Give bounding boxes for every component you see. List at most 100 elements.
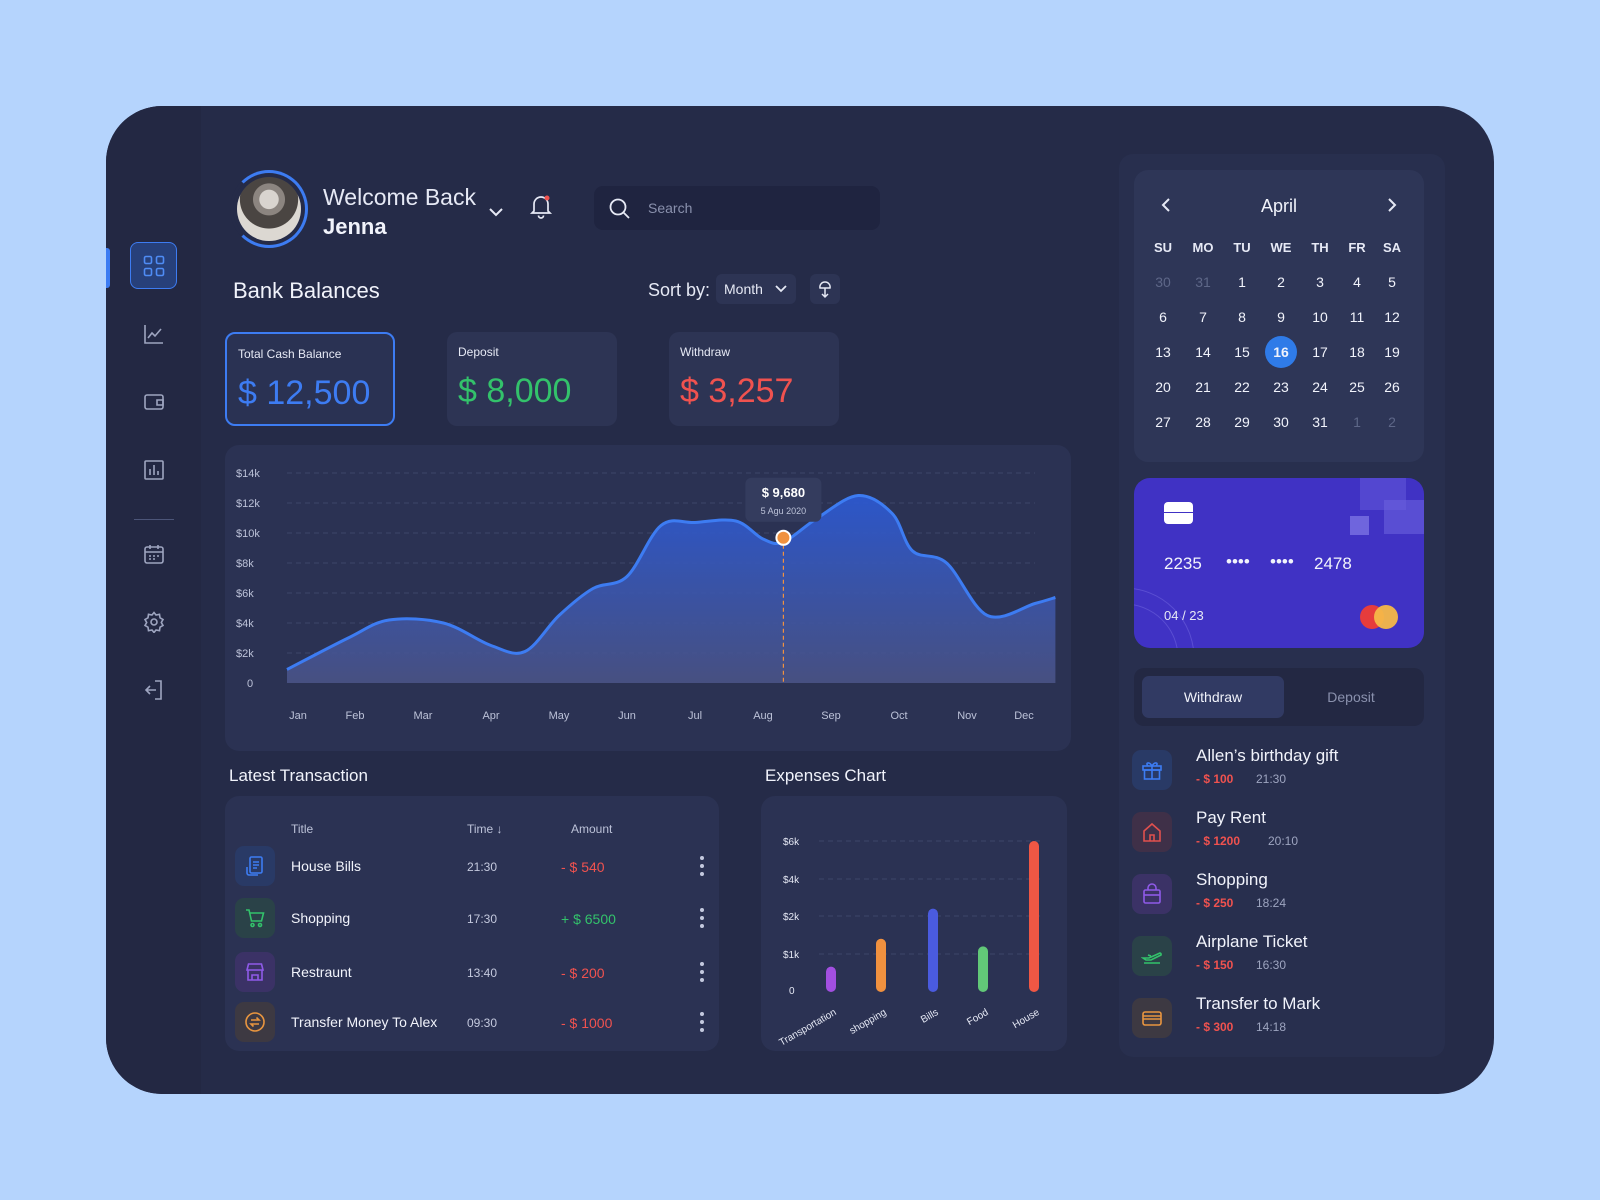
deposit-card[interactable]: Deposit $ 8,000 (447, 332, 617, 426)
chevron-left-icon[interactable] (1160, 197, 1172, 213)
bar[interactable] (978, 946, 988, 992)
calendar-day[interactable]: 22 (1234, 379, 1250, 395)
nav-calendar[interactable] (130, 530, 177, 577)
sort-dropdown[interactable]: Month (716, 274, 796, 304)
calendar-day[interactable]: 5 (1388, 274, 1396, 290)
card-number-part: 2478 (1314, 554, 1352, 573)
calendar-day[interactable]: 1 (1353, 414, 1361, 430)
chevron-right-icon[interactable] (1386, 197, 1398, 213)
tooltip-point[interactable] (775, 529, 792, 546)
calendar: April SU MO TU WE TH FR SA 30 31 1 2 3 4 5 6 7 8 9 10 11 12 1… (1134, 170, 1424, 462)
calendar-day[interactable]: 27 (1155, 414, 1171, 430)
list-item[interactable]: Allen’s birthday gift - $ 100 21:30 (1132, 746, 1432, 796)
calendar-day[interactable]: 10 (1312, 309, 1328, 325)
sort-download-icon (819, 281, 831, 299)
list-item[interactable]: Shopping - $ 250 18:24 (1132, 870, 1432, 920)
card-icon (1142, 1011, 1162, 1026)
sort-label: Sort by: (648, 280, 711, 300)
calendar-month: April (1260, 196, 1297, 216)
table-row[interactable]: House Bills 21:30 - $ 540 (225, 842, 719, 892)
calendar-day[interactable]: 28 (1195, 414, 1211, 430)
expenses-bar-chart: $6k $4k $2k $1k 0 Transportation shopping Bills… (777, 837, 1043, 1049)
series-line[interactable] (286, 493, 1056, 671)
calendar-day[interactable]: 7 (1199, 309, 1207, 325)
x-tick-label: Jul (688, 710, 702, 722)
nav-dashboard[interactable] (130, 242, 177, 289)
calendar-day[interactable]: 16 (1265, 336, 1297, 368)
total-balance-card[interactable]: Total Cash Balance $ 12,500 (225, 332, 395, 426)
tab-deposit[interactable]: Deposit (1327, 689, 1375, 705)
calendar-day[interactable]: 1 (1238, 274, 1246, 290)
history-amount: - $ 150 (1196, 958, 1234, 972)
calendar-day[interactable]: 30 (1273, 414, 1289, 430)
calendar-day[interactable]: 21 (1195, 379, 1211, 395)
calendar-day[interactable]: 11 (1349, 309, 1365, 325)
nav-reports[interactable] (130, 446, 177, 493)
transactions-title: Latest Transaction (229, 766, 368, 785)
history-title: Shopping (1196, 870, 1268, 889)
calendar-day[interactable]: 14 (1195, 344, 1211, 360)
calendar-day[interactable]: 25 (1349, 379, 1365, 395)
list-item[interactable]: Airplane Ticket - $ 150 16:30 (1132, 932, 1432, 982)
calendar-day[interactable]: 3 (1316, 274, 1324, 290)
calendar-day[interactable]: 12 (1384, 309, 1400, 325)
calendar-day[interactable]: 6 (1159, 309, 1167, 325)
bar[interactable] (928, 908, 938, 992)
calendar-day[interactable]: 23 (1273, 379, 1289, 395)
calendar-day[interactable]: 18 (1349, 344, 1365, 360)
calendar-day[interactable]: 31 (1312, 414, 1328, 430)
nav-settings[interactable] (130, 598, 177, 645)
bar[interactable] (1029, 841, 1039, 992)
sort-order-button[interactable] (810, 274, 840, 304)
y-tick-label: $4k (783, 875, 800, 886)
tab-withdraw[interactable]: Withdraw (1142, 676, 1284, 718)
weekday-label: SA (1382, 240, 1402, 255)
y-tick-label: $2k (783, 912, 800, 923)
avatar[interactable] (237, 177, 301, 241)
more-options-icon[interactable] (699, 856, 705, 876)
search-input[interactable]: Search (594, 186, 880, 230)
column-header-time[interactable]: Time ↓ (467, 822, 503, 836)
more-options-icon[interactable] (699, 908, 705, 928)
calendar-day[interactable]: 24 (1312, 379, 1328, 395)
table-row[interactable]: Transfer Money To Alex 09:30 - $ 1000 (225, 998, 719, 1048)
nav-wallet[interactable] (130, 378, 177, 425)
bell-icon[interactable] (529, 193, 553, 219)
y-tick-label: $14k (236, 468, 260, 480)
y-tick-label: $4k (236, 618, 254, 630)
bar[interactable] (826, 966, 836, 992)
calendar-day[interactable]: 8 (1238, 309, 1246, 325)
table-row[interactable]: Restraunt 13:40 - $ 200 (225, 948, 719, 998)
withdraw-card[interactable]: Withdraw $ 3,257 (669, 332, 839, 426)
list-item[interactable]: Pay Rent - $ 1200 20:10 (1132, 808, 1432, 858)
welcome-text: Welcome Back (323, 184, 476, 210)
card-expiry: 04 / 23 (1164, 608, 1204, 623)
card-number-part: •••• (1270, 552, 1294, 571)
bar[interactable] (876, 938, 886, 992)
nav-analytics[interactable] (130, 310, 177, 357)
airplane-icon (1141, 952, 1162, 964)
calendar-day[interactable]: 20 (1155, 379, 1171, 395)
calendar-day[interactable]: 30 (1155, 274, 1171, 290)
avatar-ring (230, 170, 308, 248)
more-options-icon[interactable] (699, 1012, 705, 1032)
list-item[interactable]: Transfer to Mark - $ 300 14:18 (1132, 994, 1432, 1044)
calendar-day[interactable]: 17 (1312, 344, 1328, 360)
y-tick-label: $2k (236, 648, 254, 660)
table-row[interactable]: Shopping 17:30 + $ 6500 (225, 894, 719, 944)
calendar-day[interactable]: 9 (1277, 309, 1285, 325)
calendar-day[interactable]: 15 (1234, 344, 1250, 360)
calendar-day[interactable]: 29 (1234, 414, 1250, 430)
history-icon-box (1132, 750, 1172, 790)
credit-card[interactable]: 2235 •••• •••• 2478 04 / 23 (1134, 478, 1424, 648)
calendar-day[interactable]: 4 (1353, 274, 1361, 290)
nav-logout[interactable] (130, 666, 177, 713)
more-options-icon[interactable] (699, 962, 705, 982)
calendar-day[interactable]: 26 (1384, 379, 1400, 395)
calendar-day[interactable]: 13 (1155, 344, 1171, 360)
calendar-day[interactable]: 31 (1195, 274, 1211, 290)
calendar-day[interactable]: 2 (1277, 274, 1285, 290)
calendar-day[interactable]: 19 (1384, 344, 1400, 360)
chevron-down-icon[interactable] (488, 206, 504, 218)
calendar-day[interactable]: 2 (1388, 414, 1396, 430)
